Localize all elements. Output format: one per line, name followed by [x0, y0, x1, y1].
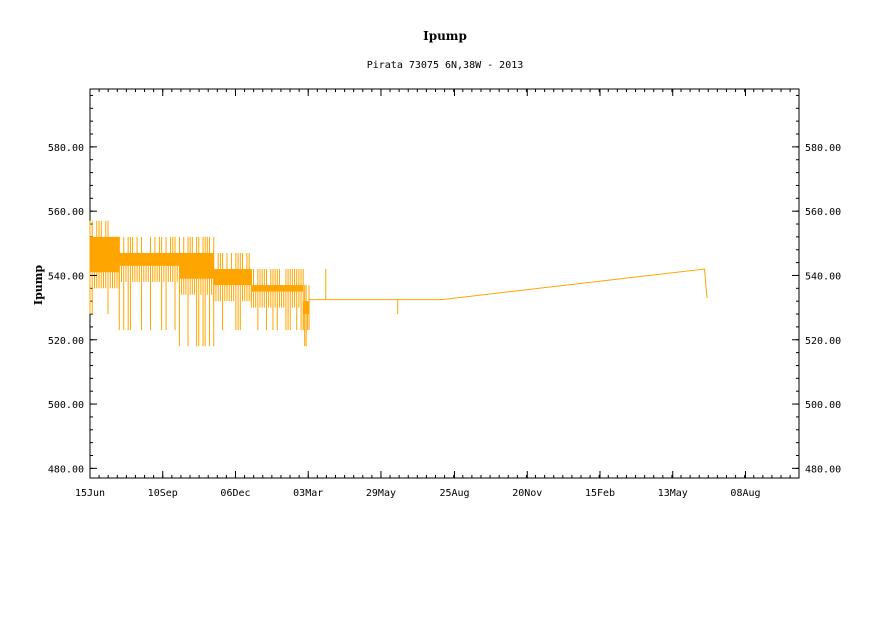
x-tick-label: 13May: [658, 488, 688, 499]
y-tick-label-right: 480.00: [805, 464, 841, 475]
x-tick-label: 25Aug: [439, 488, 469, 499]
series-line: [309, 268, 708, 314]
y-tick-label-left: 560.00: [48, 207, 84, 218]
y-tick-label-right: 500.00: [805, 400, 841, 411]
y-tick-label-right: 580.00: [805, 143, 841, 154]
y-axis-right: 480.00 500.00 520.00 540.00 560.00 580.00: [792, 143, 841, 475]
x-tick-label: 15Jun: [75, 488, 105, 499]
x-tick-label: 03Mar: [293, 488, 323, 499]
x-tick-label: 15Feb: [585, 488, 615, 499]
y-axis-label: Ipump: [32, 265, 45, 305]
y-tick-label-right: 560.00: [805, 207, 841, 218]
data-layer: [89, 220, 708, 347]
chart-subtitle: Pirata 73075 6N,38W - 2013: [367, 60, 524, 71]
y-axis-left: 480.00 500.00 520.00 540.00 560.00 580.00: [48, 143, 97, 475]
y-tick-label-left: 480.00: [48, 464, 84, 475]
data-band: [119, 252, 180, 266]
x-tick-label: 06Dec: [220, 488, 250, 499]
y-tick-label-left: 540.00: [48, 271, 84, 282]
plot-area: 480.00 500.00 520.00 540.00 560.00 580.00 480…: [48, 88, 841, 499]
chart-title: Ipump: [423, 29, 467, 43]
y-tick-label-left: 580.00: [48, 143, 84, 154]
x-tick-label: 29May: [366, 488, 396, 499]
y-tick-label-left: 520.00: [48, 336, 84, 347]
x-tick-label: 10Sep: [148, 488, 178, 499]
x-tick-label: 20Nov: [512, 488, 542, 499]
x-axis: 15Jun 10Sep 06Dec 03Mar 29May 25Aug 20Nov 15Feb…: [75, 89, 761, 499]
data-band: [213, 269, 252, 286]
x-tick-label: 08Aug: [730, 488, 760, 499]
y-tick-label-right: 540.00: [805, 271, 841, 282]
y-tick-label-right: 520.00: [805, 336, 841, 347]
y-tick-label-left: 500.00: [48, 400, 84, 411]
